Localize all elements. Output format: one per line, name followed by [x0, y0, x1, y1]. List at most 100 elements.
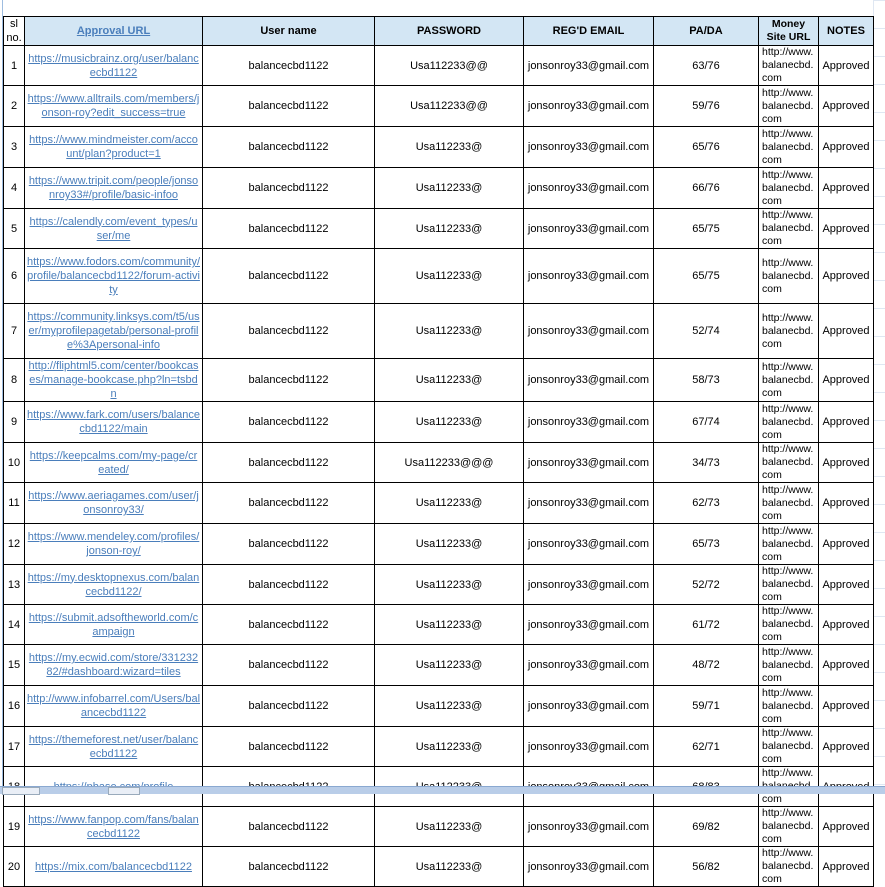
approval-url-cell[interactable]: https://www.fodors.com/community/profile…: [24, 248, 203, 304]
approval-url-link[interactable]: https://www.fanpop.com/fans/balancecbd11…: [28, 813, 199, 840]
approval-url-link[interactable]: https://mix.com/balancecbd1122: [35, 860, 192, 873]
pa-da-cell[interactable]: 48/72: [653, 644, 759, 686]
pa-da-cell[interactable]: 65/76: [653, 126, 759, 168]
username-cell[interactable]: balancecbd1122: [202, 482, 375, 524]
email-cell[interactable]: jonsonroy33@gmail.com: [523, 564, 654, 605]
pa-da-cell[interactable]: 61/72: [653, 604, 759, 645]
header-approval-url[interactable]: Approval URL: [24, 16, 203, 46]
username-cell[interactable]: balancecbd1122: [202, 126, 375, 168]
email-cell[interactable]: jonsonroy33@gmail.com: [523, 806, 654, 847]
approval-url-cell[interactable]: http://www.infobarrel.com/Users/balancec…: [24, 685, 203, 727]
notes-cell[interactable]: Approved: [818, 358, 874, 402]
approval-url-link[interactable]: https://my.desktopnexus.com/balancecbd11…: [27, 571, 200, 598]
sl-no-cell[interactable]: 1: [3, 45, 25, 86]
money-site-url-cell[interactable]: http://www.balanecbd.com: [758, 442, 819, 483]
email-cell[interactable]: jonsonroy33@gmail.com: [523, 644, 654, 686]
sl-no-cell[interactable]: 11: [3, 482, 25, 524]
username-cell[interactable]: balancecbd1122: [202, 726, 375, 767]
email-cell[interactable]: jonsonroy33@gmail.com: [523, 523, 654, 565]
notes-cell[interactable]: Approved: [818, 85, 874, 127]
password-cell[interactable]: Usa112233@: [374, 644, 524, 686]
notes-cell[interactable]: Approved: [818, 303, 874, 359]
money-site-url-cell[interactable]: http://www.balanecbd.com: [758, 358, 819, 402]
sl-no-cell[interactable]: 12: [3, 523, 25, 565]
password-cell[interactable]: Usa112233@: [374, 685, 524, 727]
money-site-url-cell[interactable]: http://www.balanecbd.com: [758, 167, 819, 209]
pa-da-cell[interactable]: 65/75: [653, 248, 759, 304]
email-cell[interactable]: jonsonroy33@gmail.com: [523, 45, 654, 86]
notes-cell[interactable]: Approved: [818, 248, 874, 304]
email-cell[interactable]: jonsonroy33@gmail.com: [523, 604, 654, 645]
username-cell[interactable]: balancecbd1122: [202, 846, 375, 887]
approval-url-link[interactable]: https://www.mindmeister.com/account/plan…: [29, 134, 198, 160]
money-site-url-cell[interactable]: http://www.balanecbd.com: [758, 604, 819, 645]
approval-url-link[interactable]: https://www.fark.com/users/balancecbd112…: [27, 409, 201, 435]
approval-url-cell[interactable]: http://fliphtml5.com/center/bookcases/ma…: [24, 358, 203, 402]
password-cell[interactable]: Usa112233@: [374, 248, 524, 304]
username-cell[interactable]: balancecbd1122: [202, 401, 375, 443]
username-cell[interactable]: balancecbd1122: [202, 604, 375, 645]
username-cell[interactable]: balancecbd1122: [202, 564, 375, 605]
sl-no-cell[interactable]: 15: [3, 644, 25, 686]
password-cell[interactable]: Usa112233@@@: [374, 442, 524, 483]
pa-da-cell[interactable]: 62/71: [653, 726, 759, 767]
pa-da-cell[interactable]: 34/73: [653, 442, 759, 483]
username-cell[interactable]: balancecbd1122: [202, 167, 375, 209]
money-site-url-cell[interactable]: http://www.balanecbd.com: [758, 726, 819, 767]
pa-da-cell[interactable]: 69/82: [653, 806, 759, 847]
pa-da-cell[interactable]: 56/82: [653, 846, 759, 887]
approval-url-cell[interactable]: https://www.alltrails.com/members/jonson…: [24, 85, 203, 127]
approval-url-link[interactable]: https://www.alltrails.com/members/jonson…: [27, 93, 200, 119]
money-site-url-cell[interactable]: http://www.balanecbd.com: [758, 644, 819, 686]
approval-url-link[interactable]: http://www.infobarrel.com/Users/balancec…: [27, 693, 201, 719]
pa-da-cell[interactable]: 63/76: [653, 45, 759, 86]
email-cell[interactable]: jonsonroy33@gmail.com: [523, 126, 654, 168]
pa-da-cell[interactable]: 59/76: [653, 85, 759, 127]
password-cell[interactable]: Usa112233@: [374, 482, 524, 524]
password-cell[interactable]: Usa112233@: [374, 126, 524, 168]
username-cell[interactable]: balancecbd1122: [202, 85, 375, 127]
pa-da-cell[interactable]: 52/72: [653, 564, 759, 605]
approval-url-link[interactable]: https://www.tripit.com/people/jonsonroy3…: [28, 175, 199, 201]
approval-url-link[interactable]: http://fliphtml5.com/center/bookcases/ma…: [28, 360, 199, 400]
username-cell[interactable]: balancecbd1122: [202, 523, 375, 565]
money-site-url-cell[interactable]: http://www.balanecbd.com: [758, 248, 819, 304]
sl-no-cell[interactable]: 9: [3, 401, 25, 443]
username-cell[interactable]: balancecbd1122: [202, 303, 375, 359]
sheet-tab[interactable]: [2, 787, 40, 795]
sl-no-cell[interactable]: 17: [3, 726, 25, 767]
approval-url-link[interactable]: https://my.ecwid.com/store/33123282/#das…: [28, 652, 199, 678]
sl-no-cell[interactable]: 4: [3, 167, 25, 209]
money-site-url-cell[interactable]: http://www.balanecbd.com: [758, 303, 819, 359]
approval-url-cell[interactable]: https://community.linksys.com/t5/user/my…: [24, 303, 203, 359]
notes-cell[interactable]: Approved: [818, 685, 874, 727]
email-cell[interactable]: jonsonroy33@gmail.com: [523, 442, 654, 483]
approval-url-cell[interactable]: https://mix.com/balancecbd1122: [24, 846, 203, 887]
notes-cell[interactable]: Approved: [818, 523, 874, 565]
money-site-url-cell[interactable]: http://www.balanecbd.com: [758, 482, 819, 524]
notes-cell[interactable]: Approved: [818, 208, 874, 249]
money-site-url-cell[interactable]: http://www.balanecbd.com: [758, 685, 819, 727]
email-cell[interactable]: jonsonroy33@gmail.com: [523, 358, 654, 402]
approval-url-cell[interactable]: https://themeforest.net/user/balancecbd1…: [24, 726, 203, 767]
approval-url-cell[interactable]: https://www.fark.com/users/balancecbd112…: [24, 401, 203, 443]
sl-no-cell[interactable]: 7: [3, 303, 25, 359]
email-cell[interactable]: jonsonroy33@gmail.com: [523, 208, 654, 249]
pa-da-cell[interactable]: 58/73: [653, 358, 759, 402]
sl-no-cell[interactable]: 6: [3, 248, 25, 304]
money-site-url-cell[interactable]: http://www.balanecbd.com: [758, 85, 819, 127]
email-cell[interactable]: jonsonroy33@gmail.com: [523, 167, 654, 209]
sl-no-cell[interactable]: 13: [3, 564, 25, 605]
sl-no-cell[interactable]: 19: [3, 806, 25, 847]
sl-no-cell[interactable]: 3: [3, 126, 25, 168]
password-cell[interactable]: Usa112233@: [374, 726, 524, 767]
email-cell[interactable]: jonsonroy33@gmail.com: [523, 685, 654, 727]
password-cell[interactable]: Usa112233@: [374, 303, 524, 359]
password-cell[interactable]: Usa112233@: [374, 523, 524, 565]
password-cell[interactable]: Usa112233@@: [374, 45, 524, 86]
notes-cell[interactable]: Approved: [818, 442, 874, 483]
sl-no-cell[interactable]: 16: [3, 685, 25, 727]
approval-url-cell[interactable]: https://www.fanpop.com/fans/balancecbd11…: [24, 806, 203, 847]
money-site-url-cell[interactable]: http://www.balanecbd.com: [758, 523, 819, 565]
email-cell[interactable]: jonsonroy33@gmail.com: [523, 248, 654, 304]
